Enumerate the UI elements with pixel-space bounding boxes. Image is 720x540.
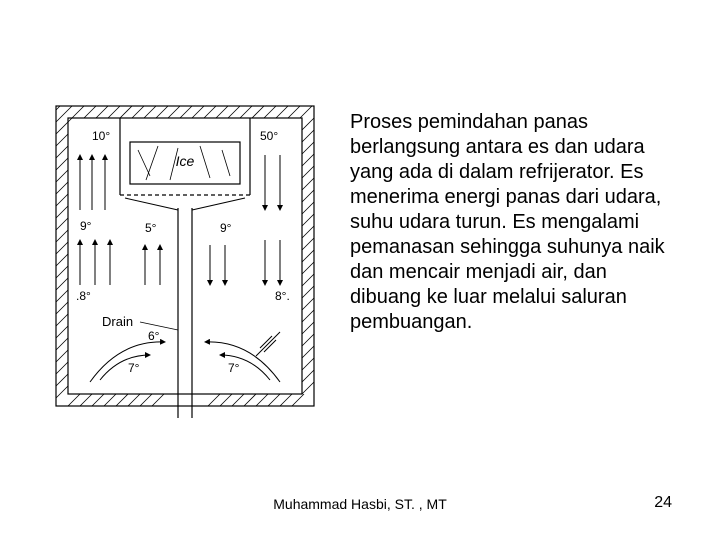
page-number: 24 <box>654 494 672 512</box>
slide: Ice 10° 50° 9° 5° 9° .8° 8°. Drain 6° <box>0 0 720 540</box>
diagram-svg: Ice 10° 50° 9° 5° 9° .8° 8°. Drain 6° <box>50 100 320 420</box>
temp-bottom-left: 7° <box>128 361 140 375</box>
temp-center-right: 9° <box>220 221 232 235</box>
body-paragraph: Proses pemindahan panas berlangsung anta… <box>350 100 670 335</box>
temp-center-left: 5° <box>145 221 157 235</box>
drain-label: Drain <box>102 314 133 329</box>
temp-far-left: .8° <box>76 289 91 303</box>
temp-top-left: 10° <box>92 129 110 143</box>
temp-bottom-right: 7° <box>228 361 240 375</box>
temp-top-right: 50° <box>260 129 278 143</box>
content-row: Ice 10° 50° 9° 5° 9° .8° 8°. Drain 6° <box>0 0 720 420</box>
temp-left-mid: 9° <box>80 219 92 233</box>
ice-label: Ice <box>176 153 195 169</box>
temp-far-right: 8°. <box>275 289 290 303</box>
temp-drain: 6° <box>148 329 160 343</box>
refrigerator-diagram: Ice 10° 50° 9° 5° 9° .8° 8°. Drain 6° <box>50 100 320 420</box>
footer-author: Muhammad Hasbi, ST. , MT <box>0 496 720 512</box>
